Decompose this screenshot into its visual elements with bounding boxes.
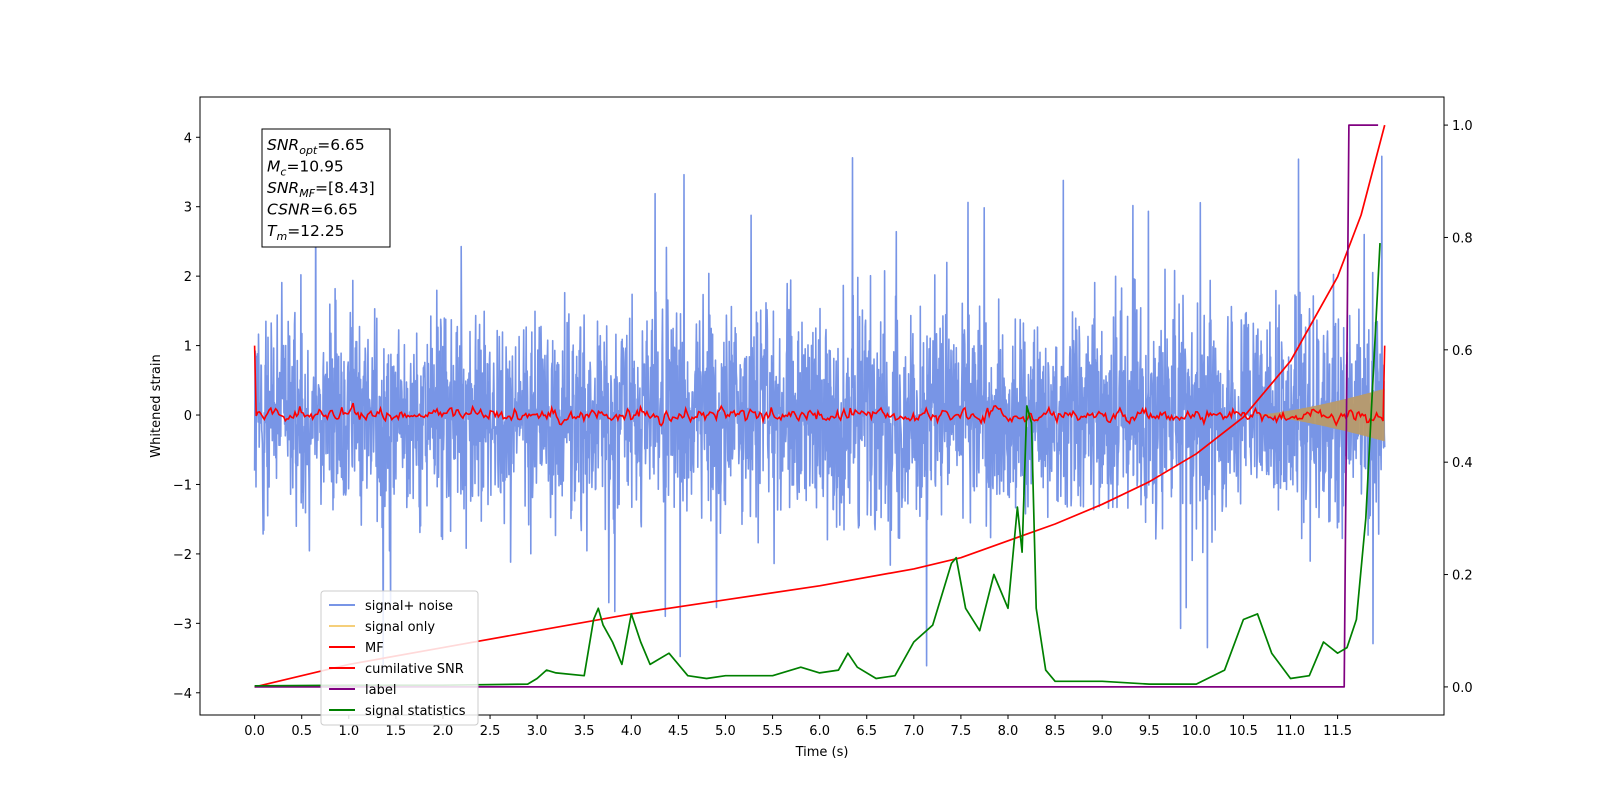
x-tick-label: 10.5 [1229,724,1258,739]
x-tick-label: 5.5 [762,724,783,739]
annotation-value: =12.25 [287,222,344,240]
annotation-symbol: M [267,158,280,176]
annotation-value: =6.65 [317,136,365,154]
annotation-line: SNRMF=[8.43] [267,179,375,200]
legend-frame [320,590,479,726]
x-tick-label: 7.0 [903,724,924,739]
annotation-subscript: m [276,230,287,243]
x-tick-label: 6.5 [856,724,877,739]
legend-label: signal only [365,620,435,635]
x-tick-label: 8.5 [1045,724,1066,739]
y-tick-label: −3 [173,617,192,632]
x-tick-label: 2.0 [433,724,454,739]
annotation-subscript: opt [299,144,318,157]
annotation-line: Mc=10.95 [267,158,344,179]
x-tick-label: 2.5 [480,724,501,739]
y-tick-label: 2 [184,270,192,285]
annotation-subscript: c [280,166,286,179]
x-tick-label: 8.0 [998,724,1019,739]
series-label [254,124,1379,688]
x-tick-label: 11.0 [1276,724,1305,739]
x-tick-label: 0.0 [244,724,265,739]
x-tick-label: 0.5 [291,724,312,739]
legend-label: MF [365,641,384,656]
axes [199,96,1445,716]
annotation-value: =[8.43] [315,179,375,197]
x-tick-label: 11.5 [1323,724,1352,739]
y-right-tick-label: 0.4 [1452,456,1473,471]
y-tick-label: 0 [184,409,192,424]
annotation-line: CSNR=6.65 [267,201,358,219]
annotation-value: =10.95 [286,158,343,176]
series-mf [253,345,1386,427]
x-tick-label: 1.0 [338,724,359,739]
legend-label: label [365,683,396,698]
x-tick-label: 3.5 [574,724,595,739]
x-tick-label: 5.0 [715,724,736,739]
x-tick-label: 7.5 [951,724,972,739]
y-tick-label: −2 [173,548,192,563]
annotation-symbol: CSNR [267,201,310,219]
y-tick-label: 3 [184,201,192,216]
series-cumilative-snr [254,124,1386,688]
y-tick-label: −4 [173,687,192,702]
x-tick-label: 6.0 [809,724,830,739]
x-tick-label: 9.0 [1092,724,1113,739]
annotation-frame [261,128,391,248]
legend-label: cumilative SNR [365,662,464,677]
x-tick-label: 4.0 [621,724,642,739]
x-tick-label: 9.5 [1139,724,1160,739]
annotation-line: Tm=12.25 [267,222,345,243]
series-signal-noise [253,155,1386,673]
y-right-tick-label: 0.0 [1452,681,1473,696]
annotation-symbol: SNR [267,136,299,154]
annotation-line: SNRopt=6.65 [267,136,365,157]
x-tick-label: 1.5 [386,724,407,739]
annotation-symbol: T [267,222,278,240]
x-axis-label: Time (s) [795,745,849,760]
ticks: 0.0 0.5 1.0 1.5 2.0 2.5 3.0 3.5 4.0 4.5 5.0 5.5 6.0 6… [173,119,1473,739]
annotation-box: SNRopt=6.65Mc=10.95SNRMF=[8.43]CSNR=6.65… [261,128,391,248]
y-tick-label: −1 [173,478,192,493]
annotation-subscript: MF [299,187,315,200]
legend-label: signal+ noise [365,599,453,614]
legend-label: signal statistics [365,704,466,719]
legend: signal+ noise signal only MF cumilative SNR… [320,590,479,726]
plot-area [253,124,1386,688]
x-tick-label: 3.0 [527,724,548,739]
y-right-tick-label: 0.6 [1452,344,1473,359]
y-right-tick-label: 0.8 [1452,231,1473,246]
series-signal-statistics [254,243,1381,687]
series-signal-only [1252,388,1385,442]
y-tick-label: 4 [184,131,192,146]
annotation-symbol: SNR [267,179,299,197]
y-right-tick-label: 1.0 [1452,119,1473,134]
plot-frame [199,96,1445,716]
x-tick-label: 4.5 [668,724,689,739]
y-axis-label: Whitened strain [149,354,164,457]
y-tick-label: 1 [184,340,192,355]
y-right-tick-label: 0.2 [1452,569,1473,584]
x-tick-label: 10.0 [1182,724,1211,739]
annotation-value: =6.65 [310,201,358,219]
plot-lines [253,124,1386,688]
